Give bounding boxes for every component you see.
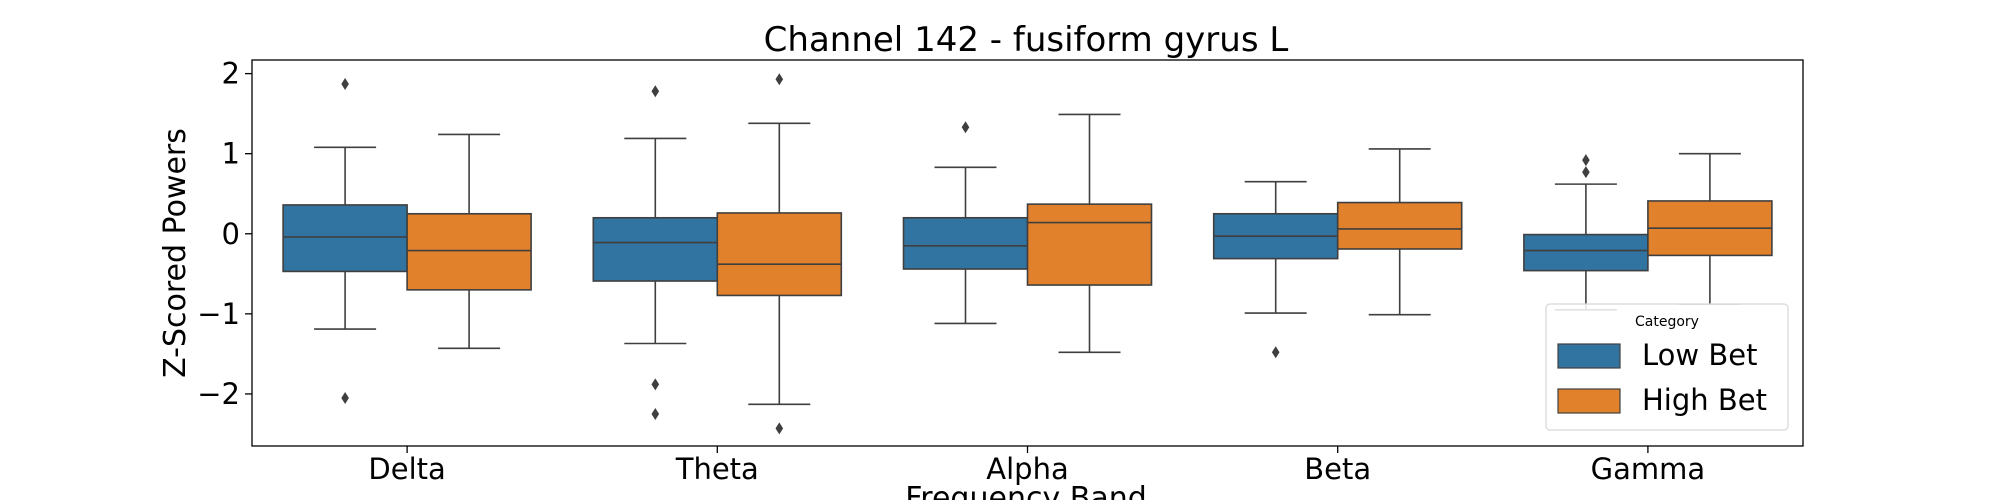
box-high-bet-alpha	[1026, 113, 1153, 354]
box-high-bet-delta	[406, 133, 532, 350]
outlier-point	[651, 85, 660, 98]
box-iqr	[406, 212, 532, 291]
y-tick-label: −2	[197, 377, 240, 411]
legend-swatch-low-bet	[1557, 343, 1621, 369]
legend-label-low-bet: Low Bet	[1642, 338, 1757, 372]
box-low-bet-beta	[1212, 180, 1339, 359]
box-iqr	[716, 212, 843, 297]
outlier-point	[775, 73, 784, 86]
outlier-point	[1271, 346, 1280, 359]
box-low-bet-alpha	[902, 121, 1029, 325]
box-low-bet-delta	[282, 78, 408, 404]
plot-area	[251, 59, 1804, 447]
x-axis-label: Frequency Band	[905, 481, 1147, 500]
outlier-point	[341, 78, 349, 91]
y-axis: 2 1 0 −1 −2	[197, 57, 252, 411]
box-iqr	[902, 216, 1029, 270]
box-high-bet-gamma	[1647, 152, 1773, 306]
x-axis: Delta Theta Alpha Beta Gamma	[368, 446, 1705, 486]
y-tick-label: 2	[222, 57, 240, 91]
chart-title: Channel 142 - fusiform gyrus L	[764, 20, 1289, 60]
y-tick-label: 1	[222, 137, 240, 171]
x-tick-label-alpha: Alpha	[986, 452, 1068, 486]
box-high-bet-theta	[716, 73, 843, 435]
x-tick-label-gamma: Gamma	[1591, 452, 1706, 486]
box-iqr	[1026, 203, 1153, 286]
outlier-point	[341, 391, 349, 404]
y-tick-label: 0	[222, 217, 240, 251]
legend: Category Low Bet High Bet	[1545, 303, 1789, 431]
legend-swatch-high-bet	[1557, 388, 1621, 414]
x-tick-label-beta: Beta	[1304, 452, 1371, 486]
box-iqr	[1523, 233, 1649, 272]
outlier-point	[651, 378, 660, 391]
x-tick-label-theta: Theta	[675, 452, 759, 486]
y-tick-label: −1	[197, 297, 240, 331]
outlier-point	[651, 407, 660, 420]
outlier-point	[961, 121, 970, 134]
box-low-bet-gamma	[1523, 154, 1649, 311]
x-tick-label-delta: Delta	[368, 452, 445, 486]
box-iqr	[282, 204, 408, 273]
box-high-bet-beta	[1336, 148, 1463, 316]
box-low-bet-theta	[592, 85, 719, 420]
outlier-point	[775, 422, 784, 435]
y-axis-label: Z-Scored Powers	[158, 128, 193, 378]
legend-title: Category	[1635, 314, 1699, 330]
outlier-point	[1582, 154, 1590, 167]
legend-label-high-bet: High Bet	[1642, 383, 1767, 417]
box-iqr	[592, 216, 719, 282]
outlier-point	[1582, 166, 1590, 179]
box-iqr	[1336, 201, 1463, 250]
